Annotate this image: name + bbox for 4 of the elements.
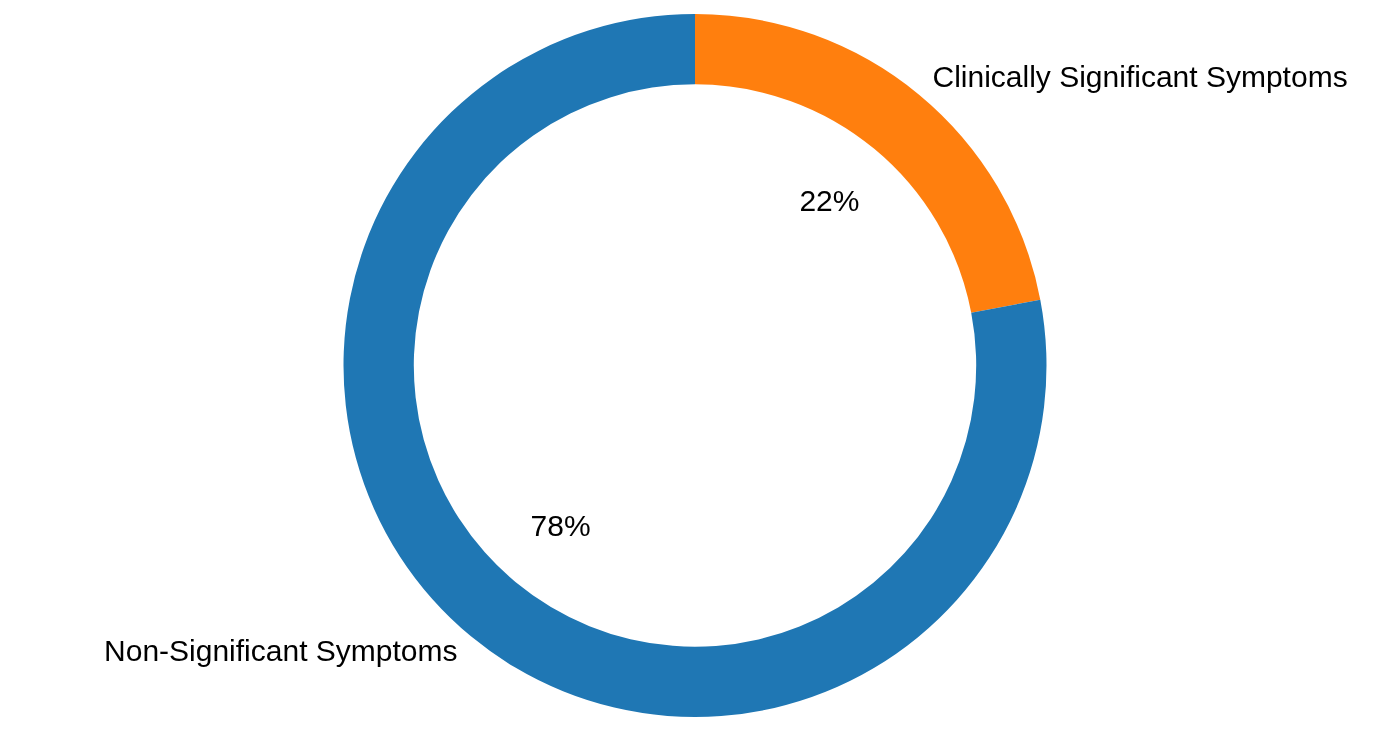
data-label: 78%: [530, 509, 591, 543]
slice-label: Clinically Significant Symptoms: [932, 59, 1348, 93]
data-label: 22%: [799, 184, 860, 218]
slice-label: Non-Significant Symptoms: [104, 633, 458, 667]
